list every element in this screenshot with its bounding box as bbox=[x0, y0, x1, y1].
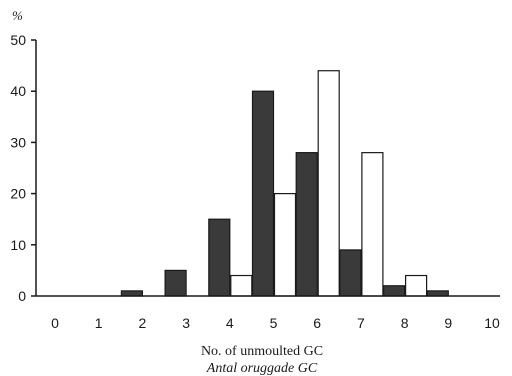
y-axis-unit: % bbox=[12, 8, 23, 23]
y-tick-label: 30 bbox=[10, 134, 26, 150]
bar-dark bbox=[426, 290, 449, 297]
bar-white bbox=[273, 193, 297, 297]
bar-dark bbox=[383, 285, 406, 297]
x-tick-label: 5 bbox=[270, 315, 278, 331]
bar-dark bbox=[120, 290, 144, 297]
x-tick-label: 2 bbox=[139, 315, 147, 331]
y-tick-label: 20 bbox=[10, 186, 26, 202]
y-tick-label: 0 bbox=[18, 288, 26, 304]
bar-white bbox=[230, 274, 253, 297]
x-tick-label: 10 bbox=[484, 315, 500, 331]
x-tick-label: 0 bbox=[51, 315, 59, 331]
x-tick-label: 9 bbox=[444, 315, 452, 331]
bar-dark bbox=[339, 249, 362, 297]
bars bbox=[120, 70, 449, 297]
x-axis-label-alt: Antal oruggade GC bbox=[206, 361, 318, 376]
x-axis-ticks: 0 1 2 3 4 5 6 7 8 9 10 bbox=[51, 315, 500, 331]
x-tick-label: 8 bbox=[401, 315, 409, 331]
y-axis-ticks: 0 10 20 30 40 50 bbox=[10, 32, 36, 304]
bar-white bbox=[405, 274, 428, 297]
bar-dark bbox=[208, 218, 231, 297]
bar-dark bbox=[251, 90, 275, 297]
x-tick-label: 4 bbox=[226, 315, 234, 331]
bar-dark bbox=[295, 152, 318, 297]
x-axis-label: No. of unmoulted GC bbox=[201, 344, 323, 359]
y-tick-label: 50 bbox=[10, 32, 26, 48]
bar-dark bbox=[164, 269, 187, 297]
bar-white bbox=[361, 152, 384, 297]
x-tick-label: 1 bbox=[95, 315, 103, 331]
x-tick-label: 6 bbox=[313, 315, 321, 331]
bar-white bbox=[317, 70, 340, 297]
x-tick-label: 7 bbox=[357, 315, 365, 331]
x-tick-label: 3 bbox=[182, 315, 190, 331]
y-tick-label: 10 bbox=[10, 237, 26, 253]
y-tick-label: 40 bbox=[10, 83, 26, 99]
